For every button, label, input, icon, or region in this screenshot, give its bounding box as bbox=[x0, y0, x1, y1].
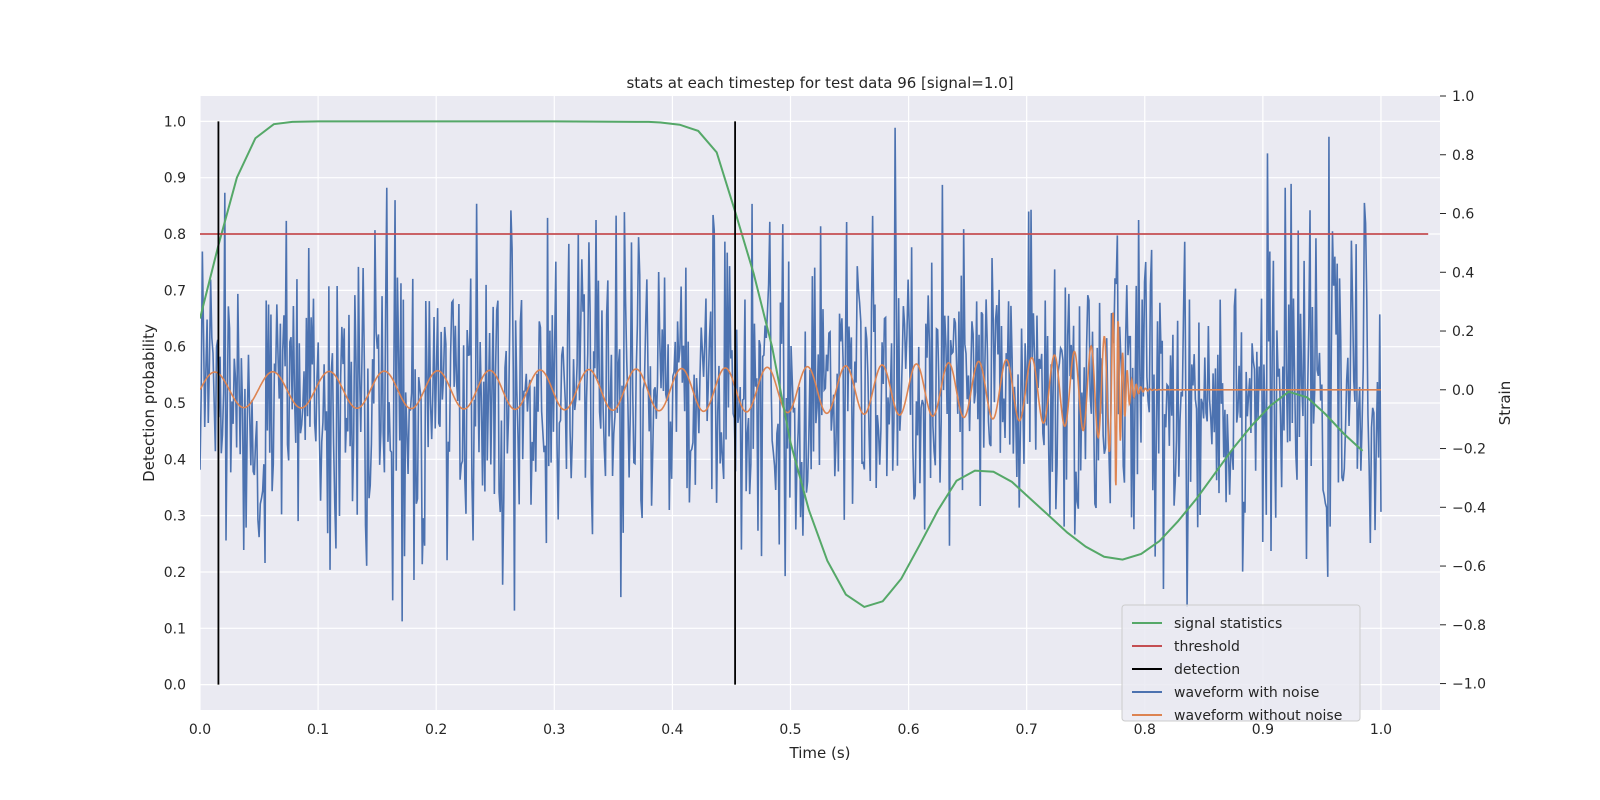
legend-label: detection bbox=[1174, 662, 1240, 678]
y-tick-label-left: 0.0 bbox=[164, 678, 186, 694]
x-tick-label: 0.6 bbox=[897, 722, 919, 738]
series-signal-statistics bbox=[200, 120, 1364, 609]
y-tick-label-left: 0.5 bbox=[164, 396, 186, 412]
y-tick-label-left: 0.3 bbox=[164, 509, 186, 525]
series-waveform-without-noise bbox=[200, 312, 1381, 486]
x-tick-label: 0.5 bbox=[779, 722, 801, 738]
x-tick-label: 0.9 bbox=[1252, 722, 1274, 738]
x-tick-label: 0.0 bbox=[189, 722, 211, 738]
y-tick-label-right: −0.6 bbox=[1452, 559, 1486, 575]
y-axis-right-label: Strain bbox=[1496, 381, 1514, 425]
series-waveform-with-noise bbox=[200, 127, 1382, 622]
x-tick-label: 1.0 bbox=[1370, 722, 1392, 738]
x-tick-label: 0.8 bbox=[1134, 722, 1156, 738]
signal-statistics-line bbox=[200, 120, 1364, 609]
legend-label: signal statistics bbox=[1174, 616, 1282, 632]
y-tick-label-right: 0.8 bbox=[1452, 148, 1474, 164]
waveform-with-noise-line bbox=[200, 127, 1382, 622]
y-tick-label-right: −0.4 bbox=[1452, 500, 1486, 516]
y-tick-label-right: −1.0 bbox=[1452, 677, 1486, 693]
legend: signal statistics threshold detection wavef… bbox=[1121, 604, 1361, 724]
legend-label: waveform without noise bbox=[1174, 708, 1342, 724]
y-tick-label-right: 1.0 bbox=[1452, 89, 1474, 105]
y-axis-left-label: Detection probability bbox=[140, 324, 158, 482]
x-axis-ticks: 0.0 0.1 0.2 0.3 0.4 0.5 0.6 0.7 0.8 0.9 1.0 bbox=[189, 722, 1392, 738]
series-detection bbox=[217, 121, 736, 685]
x-axis-label: Time (s) bbox=[789, 744, 851, 762]
y-tick-label-left: 0.1 bbox=[164, 621, 186, 637]
legend-label: waveform with noise bbox=[1174, 685, 1319, 701]
y-tick-label-right: −0.8 bbox=[1452, 618, 1486, 634]
y-tick-label-right: 0.2 bbox=[1452, 324, 1474, 340]
x-tick-label: 0.4 bbox=[661, 722, 683, 738]
y-tick-label-left: 0.2 bbox=[164, 565, 186, 581]
y-tick-label-left: 0.9 bbox=[164, 171, 186, 187]
x-tick-label: 0.1 bbox=[307, 722, 329, 738]
waveform-without-noise-line bbox=[200, 312, 1381, 486]
y-axis-left-ticks: 0.0 0.1 0.2 0.3 0.4 0.5 0.6 0.7 0.8 0.9 1.0 bbox=[164, 114, 186, 693]
y-tick-label-right: 0.6 bbox=[1452, 207, 1474, 223]
legend-box bbox=[1121, 604, 1361, 722]
x-tick-label: 0.2 bbox=[425, 722, 447, 738]
y-tick-label-left: 1.0 bbox=[164, 114, 186, 130]
y-tick-label-right: −0.2 bbox=[1452, 442, 1486, 458]
y-tick-label-left: 0.6 bbox=[164, 340, 186, 356]
y-tick-label-left: 0.7 bbox=[164, 283, 186, 299]
y-axis-right-ticks: −1.0 −0.8 −0.6 −0.4 −0.2 0.0 0.2 0.4 0.6 0.8 1.0 bbox=[1440, 89, 1486, 693]
legend-label: threshold bbox=[1174, 639, 1240, 655]
x-tick-label: 0.3 bbox=[543, 722, 565, 738]
chart-title: stats at each timestep for test data 96 … bbox=[626, 74, 1013, 92]
y-tick-label-right: 0.4 bbox=[1452, 265, 1474, 281]
x-tick-label: 0.7 bbox=[1016, 722, 1038, 738]
y-tick-label-left: 0.8 bbox=[164, 227, 186, 243]
y-tick-label-right: 0.0 bbox=[1452, 383, 1474, 399]
y-tick-label-left: 0.4 bbox=[164, 452, 186, 468]
